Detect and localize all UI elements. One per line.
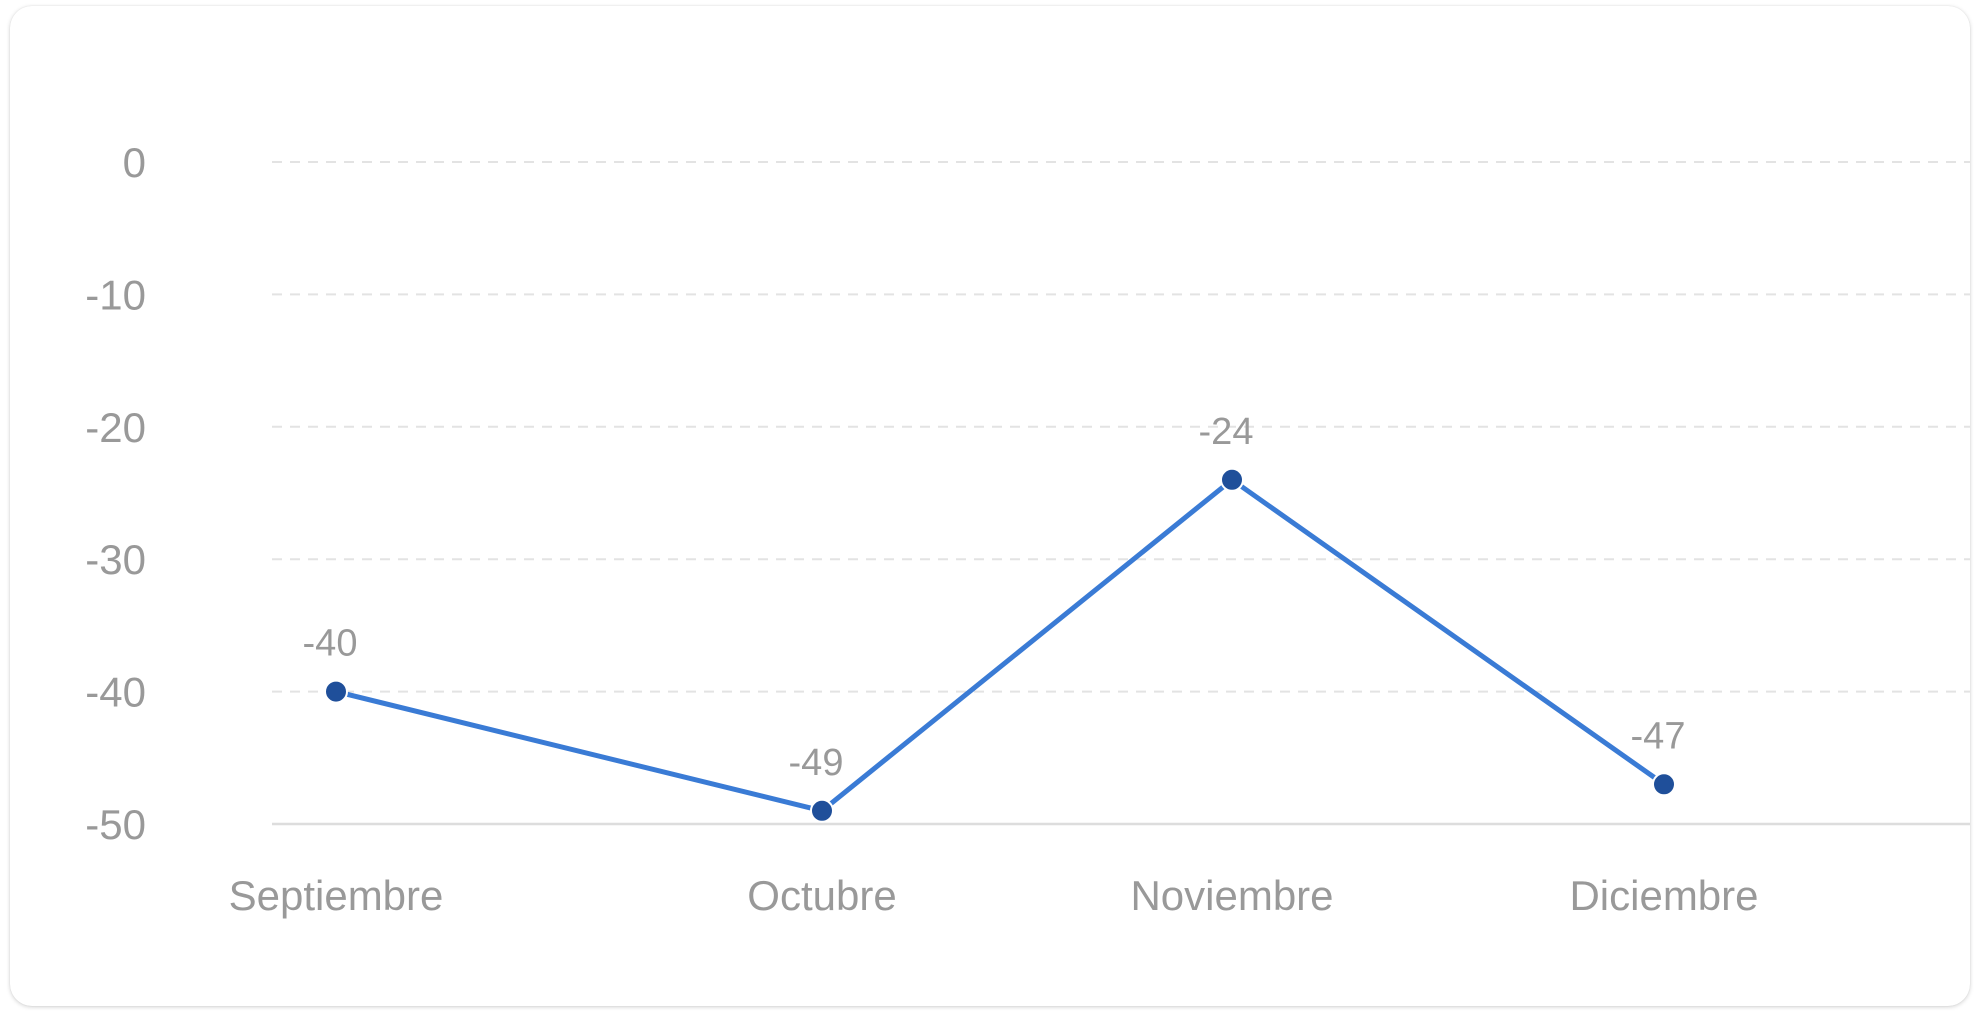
data-label: -47 <box>1631 715 1686 757</box>
x-tick-label: Octubre <box>747 872 896 919</box>
data-point <box>324 679 348 704</box>
y-tick-label: 0 <box>123 139 146 186</box>
series-line <box>333 477 1667 814</box>
data-label: -40 <box>303 623 358 665</box>
x-tick-label: Septiembre <box>229 872 444 919</box>
x-tick-label: Diciembre <box>1569 872 1758 919</box>
line-chart: 0 -10 -20 -30 -40 -50 Septiembre Octubre Noviem… <box>85 139 1970 919</box>
series-layer <box>333 477 1667 814</box>
y-tick-label: -50 <box>85 801 146 848</box>
data-labels: -40 -49 -24 -47 <box>303 411 1686 784</box>
points-layer <box>324 467 1676 823</box>
y-tick-label: -10 <box>85 271 146 318</box>
data-point <box>810 798 834 823</box>
data-point <box>1652 772 1676 797</box>
x-axis-ticks: Septiembre Octubre Noviembre Diciembre <box>229 872 1759 919</box>
y-tick-label: -20 <box>85 404 146 451</box>
grid-layer <box>272 161 1970 693</box>
y-axis-ticks: 0 -10 -20 -30 -40 -50 <box>85 139 146 848</box>
chart-card: 0 -10 -20 -30 -40 -50 Septiembre Octubre Noviem… <box>10 6 1970 1006</box>
y-tick-label: -30 <box>85 536 146 583</box>
y-tick-label: -40 <box>85 669 146 716</box>
data-label: -24 <box>1199 411 1254 453</box>
data-point <box>1220 467 1244 492</box>
x-tick-label: Noviembre <box>1130 872 1333 919</box>
data-label: -49 <box>789 742 844 784</box>
